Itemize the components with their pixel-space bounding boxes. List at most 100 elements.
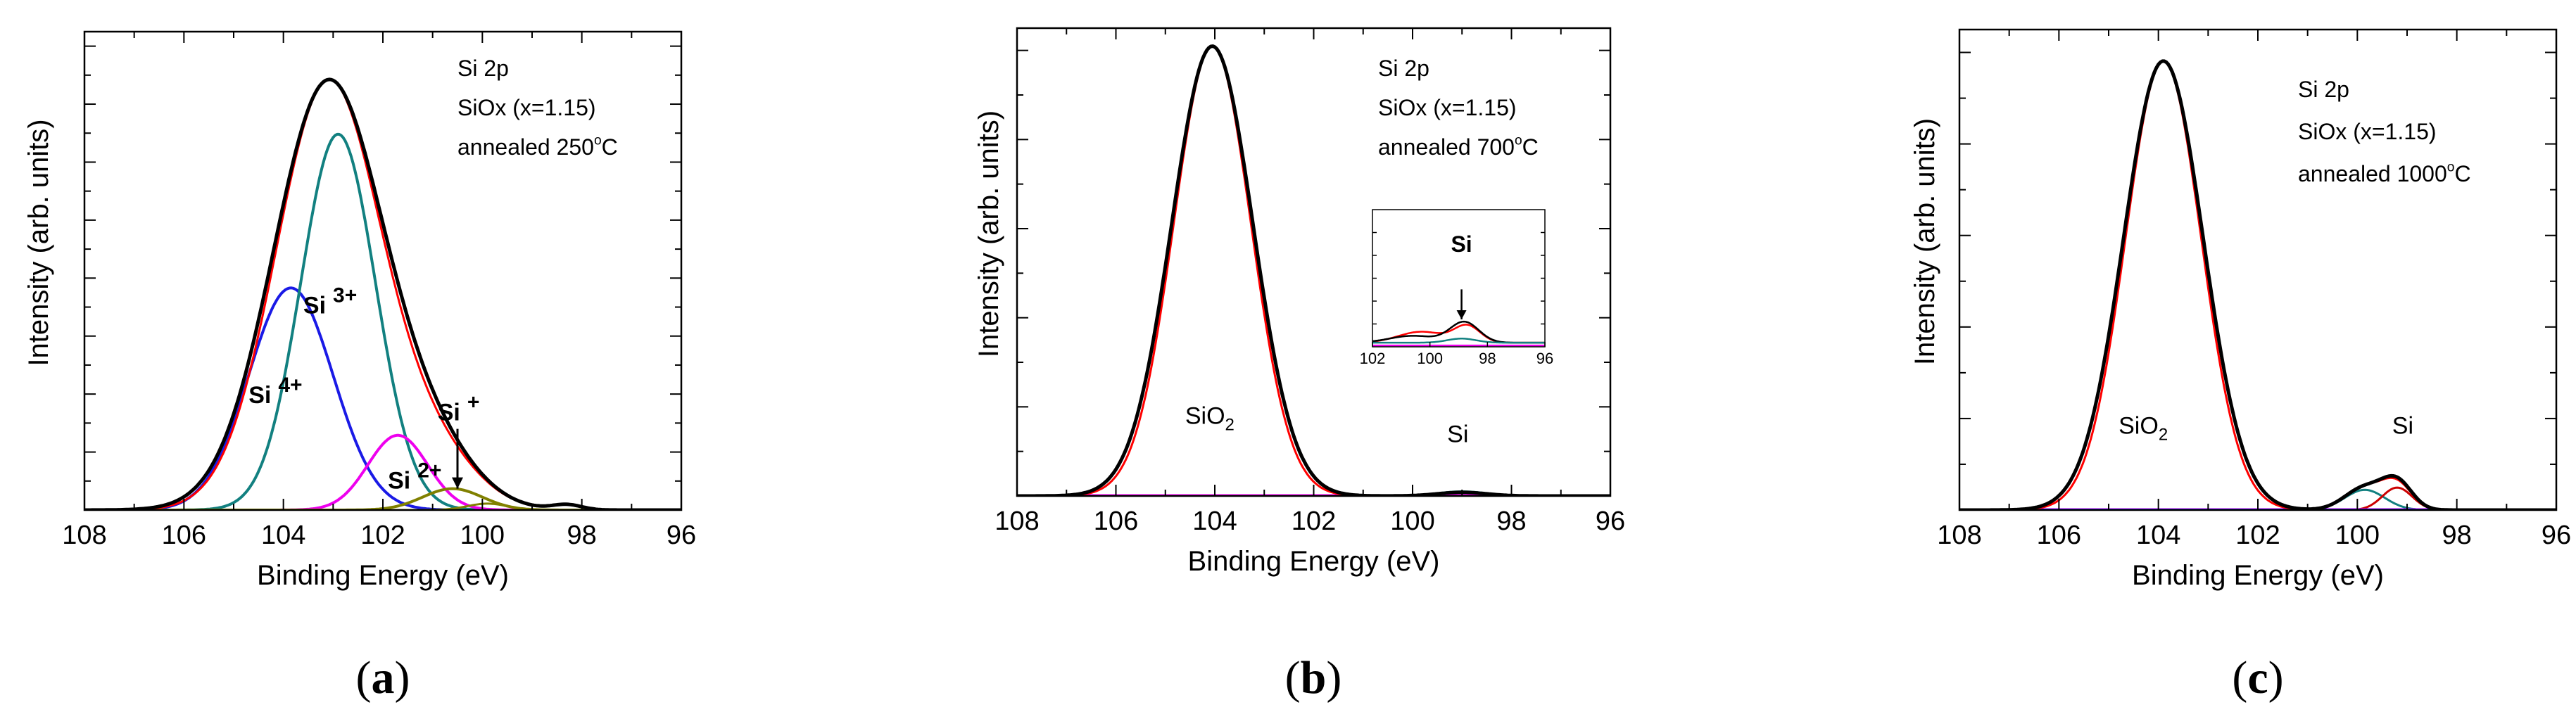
caption-open: ( xyxy=(2232,652,2247,703)
inset-line-measured xyxy=(1372,324,1545,344)
peak-label-base: Si xyxy=(248,382,271,409)
series-line-si-3- xyxy=(84,132,681,510)
x-tick-label: 98 xyxy=(567,521,597,550)
peak-label-base: Si xyxy=(2392,412,2413,439)
series-line-fit-envelope xyxy=(1017,44,1610,496)
peak-label: Si xyxy=(1447,421,1468,447)
annotation-line1: Si 2p xyxy=(457,56,509,81)
x-tick-label: 98 xyxy=(1496,507,1526,536)
inset-label: Si xyxy=(1451,231,1472,257)
x-tick-label: 108 xyxy=(1937,521,1981,550)
annotation-line1: Si 2p xyxy=(2298,77,2349,102)
annotation-line2: SiOx (x=1.15) xyxy=(2298,119,2437,144)
inset-line-si-substrate- xyxy=(1372,338,1545,344)
series-line-fit-envelope xyxy=(1959,59,2556,510)
peak-label: Si 3+ xyxy=(303,284,357,319)
peak-label: Si + xyxy=(438,391,480,426)
peak-label-base: Si xyxy=(438,400,460,426)
peak-label-base: Si xyxy=(1447,421,1468,447)
annotation-line3: annealed 700oC xyxy=(1378,134,1539,160)
x-tick-label: 104 xyxy=(2136,521,2180,550)
peak-label-sub: 2 xyxy=(2159,425,2168,444)
panel-b: 108 106 104 102 100 98 96 Binding Energy (eV) In… xyxy=(973,27,1625,703)
peak-label-sup: + xyxy=(467,391,480,414)
x-tick-label: 106 xyxy=(1094,507,1138,536)
inset-x-tick-label: 96 xyxy=(1536,350,1553,367)
x-tick-label: 96 xyxy=(667,521,696,550)
x-axis-label: Binding Energy (eV) xyxy=(2132,560,2384,591)
caption-close: ) xyxy=(395,652,410,703)
peak-label-base: Si xyxy=(303,293,326,319)
series-group xyxy=(1017,44,1610,496)
caption-close: ) xyxy=(2268,652,2284,703)
annotation-degree: o xyxy=(1515,134,1522,148)
x-tick-label: 100 xyxy=(460,521,505,550)
x-tick-label: 100 xyxy=(2335,521,2380,550)
x-tick-label: 104 xyxy=(261,521,305,550)
peak-label: Si 4+ xyxy=(248,374,302,409)
peak-label: SiO2 xyxy=(2119,412,2168,444)
panel-a: 108 106 104 102 100 98 96 Binding Energy (eV) In… xyxy=(23,30,696,703)
annotation-unit: C xyxy=(602,134,618,160)
peak-label: Si 2+ xyxy=(388,459,441,495)
panel-c: 108 106 104 102 100 98 96 Binding Energy (eV) In… xyxy=(1909,28,2571,703)
inset-x-tick-label: 102 xyxy=(1360,350,1386,367)
inset-series-group xyxy=(1372,320,1545,347)
annotation-line1: Si 2p xyxy=(1378,56,1429,81)
caption-letter: a xyxy=(372,652,395,703)
peak-label-sub: 2 xyxy=(1225,416,1235,435)
x-tick-label: 96 xyxy=(2542,521,2571,550)
peak-label-sup: 2+ xyxy=(417,459,441,483)
x-tick-label: 96 xyxy=(1596,507,1625,536)
caption-open: ( xyxy=(1285,652,1301,703)
peak-label-sup: 3+ xyxy=(333,284,357,307)
y-axis-label: Intensity (arb. units) xyxy=(973,110,1004,357)
caption-letter: c xyxy=(2247,652,2268,703)
series-line-si-2- xyxy=(84,433,681,510)
y-axis-label: Intensity (arb. units) xyxy=(23,119,54,366)
annotation-line2: SiOx (x=1.15) xyxy=(457,95,596,120)
annotation-temp: annealed 1000 xyxy=(2298,161,2447,186)
x-tick-label: 102 xyxy=(2235,521,2280,550)
caption-close: ) xyxy=(1326,652,1341,703)
x-tick-label: 108 xyxy=(62,521,106,550)
caption-open: ( xyxy=(356,652,372,703)
series-line-measured xyxy=(1959,60,2556,510)
caption-letter: b xyxy=(1301,652,1327,703)
annotation-degree: o xyxy=(2447,160,2455,175)
peak-label: Si xyxy=(2392,412,2413,439)
annotation-line2: SiOx (x=1.15) xyxy=(1378,95,1517,120)
annotation-line3: annealed 1000oC xyxy=(2298,160,2471,186)
inset-x-tick-label: 98 xyxy=(1479,350,1496,367)
panel-caption: (b) xyxy=(1285,652,1342,703)
x-axis-label: Binding Energy (eV) xyxy=(1188,546,1440,577)
panel-caption: (a) xyxy=(356,652,410,703)
peak-label-sup: 4+ xyxy=(278,374,302,397)
peak-label-base: SiO xyxy=(2119,412,2159,439)
annotation-unit: C xyxy=(1522,134,1539,160)
peak-label-base: Si xyxy=(388,468,410,495)
panel-caption: (c) xyxy=(2232,652,2283,703)
x-tick-label: 102 xyxy=(1292,507,1336,536)
x-tick-label: 100 xyxy=(1390,507,1434,536)
series-group xyxy=(1959,59,2556,510)
plot-frame xyxy=(1016,27,1612,497)
x-tick-label: 108 xyxy=(995,507,1039,536)
y-axis-label: Intensity (arb. units) xyxy=(1909,118,1940,365)
inset-chart: 102 100 98 96 Si xyxy=(1360,209,1553,367)
inset-arrow-head xyxy=(1456,310,1467,319)
arrow-head xyxy=(452,477,463,489)
annotation-temp: annealed 700 xyxy=(1378,134,1515,160)
plot-frame xyxy=(1958,28,2558,511)
annotation-degree: o xyxy=(594,134,602,148)
annotation-unit: C xyxy=(2454,161,2470,186)
annotation-temp: annealed 250 xyxy=(457,134,594,160)
peak-label: SiO2 xyxy=(1185,403,1235,435)
inset-x-tick-label: 100 xyxy=(1417,350,1443,367)
x-axis-label: Binding Energy (eV) xyxy=(257,560,509,591)
series-line-measured xyxy=(1017,45,1610,496)
peak-label-base: SiO xyxy=(1185,403,1225,430)
x-tick-label: 106 xyxy=(2037,521,2081,550)
x-tick-label: 104 xyxy=(1192,507,1237,536)
